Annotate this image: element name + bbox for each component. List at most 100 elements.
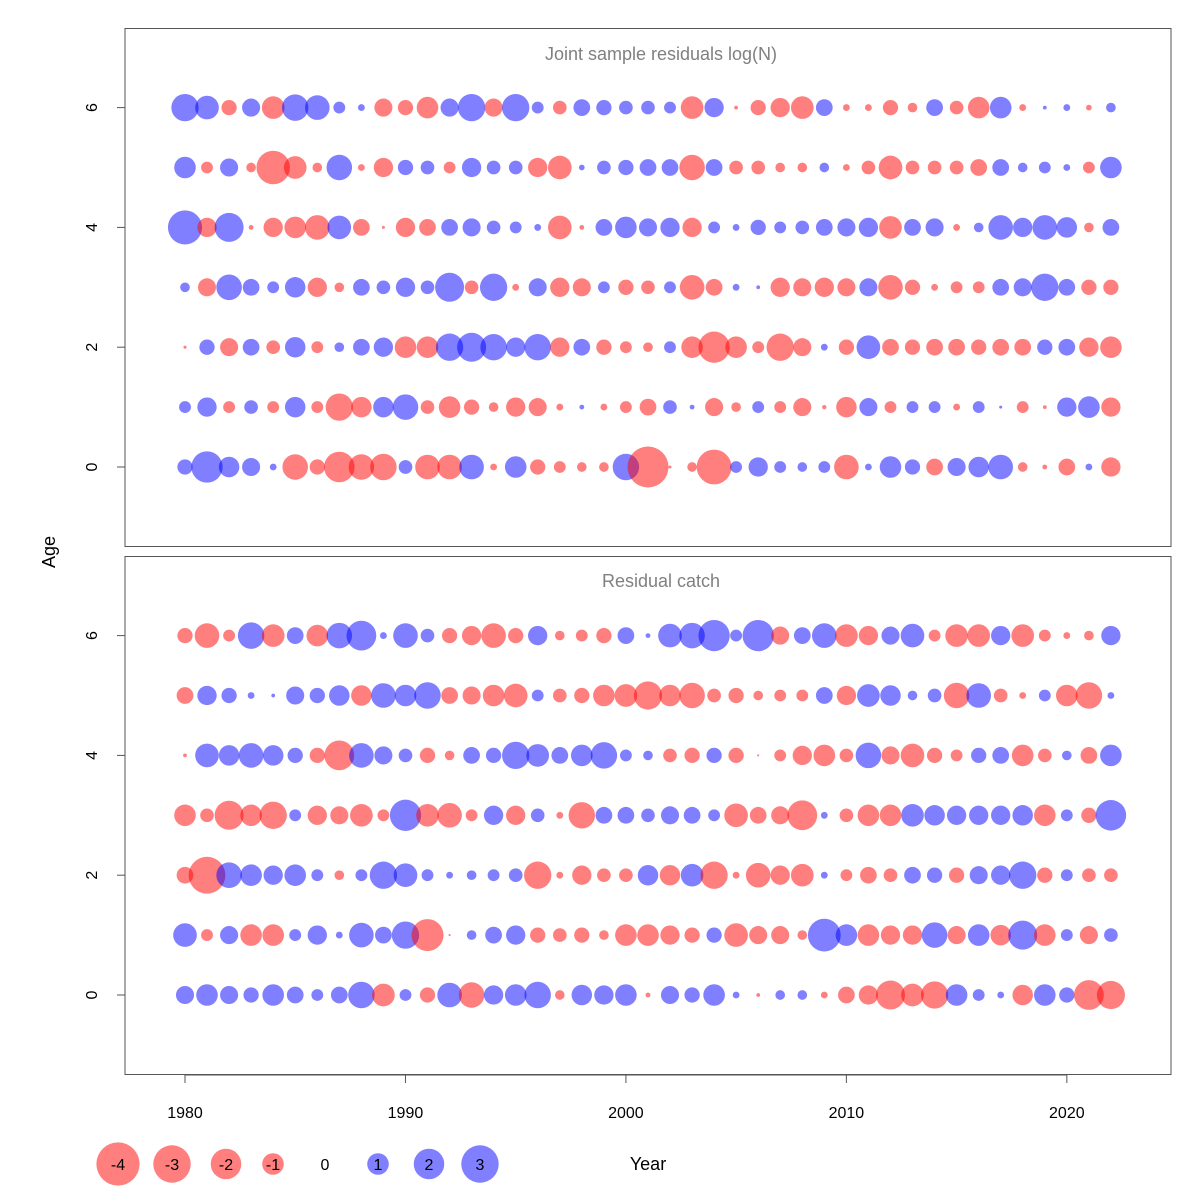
bubble-top-age2-1985 [284, 336, 306, 358]
bubble-top-age4-1981 [197, 217, 217, 238]
bubble-bottom-age6-1988 [346, 620, 377, 651]
bubble-top-age3-2017 [992, 278, 1010, 296]
bubble-top-age0-2001 [627, 446, 669, 488]
bubble-top-age0-2004 [696, 449, 732, 485]
bubble-top-age5-1992 [443, 161, 456, 174]
bubble-bottom-age6-1980 [177, 627, 193, 644]
bubble-top-age2-1997 [550, 337, 570, 357]
bubble-bottom-age3-2010 [839, 808, 854, 823]
bubble-bottom-age5-1997 [552, 688, 567, 703]
bubble-bottom-age4-1986 [309, 747, 325, 764]
bubble-bottom-age1-2016 [967, 924, 990, 946]
bubble-top-age0-1996 [530, 459, 546, 475]
bubble-bottom-age5-1999 [593, 684, 615, 707]
bubble-bottom-age0-1990 [399, 989, 412, 1001]
bubble-top-age2-1994 [480, 333, 507, 361]
bubble-bottom-age6-2002 [658, 623, 682, 648]
y-tick-label: 0 [84, 462, 101, 471]
bubble-bottom-age2-1999 [597, 868, 611, 883]
bubble-top-age0-1982 [218, 456, 240, 478]
bubble-top-age2-1991 [416, 336, 439, 359]
bubble-top-age1-1998 [579, 404, 585, 410]
bubble-bottom-age5-1981 [197, 685, 217, 706]
bubble-top-age1-1984 [267, 401, 280, 414]
bubble-bottom-age4-2010 [839, 748, 854, 763]
bubble-top-age0-2020 [1058, 458, 1076, 476]
bubble-top-age4-1986 [304, 215, 330, 240]
bubble-bottom-age0-2012 [876, 980, 905, 1010]
bubble-top-age6-1996 [531, 101, 544, 114]
bubble-bottom-age2-1988 [355, 869, 368, 882]
bubble-top-age4-2007 [774, 221, 787, 234]
bubble-bottom-age1-2014 [921, 922, 948, 948]
bubble-bottom-age2-2002 [659, 864, 681, 886]
bubble-bottom-age0-2014 [920, 981, 949, 1009]
bubble-bottom-age5-2006 [753, 690, 764, 701]
bubble-top-age0-1995 [504, 456, 527, 478]
bubble-top-age0-2012 [879, 456, 902, 478]
bubble-bottom-age4-2007 [774, 749, 787, 762]
bubble-top-age2-1990 [394, 336, 417, 359]
bubble-bottom-age5-2005 [728, 687, 744, 704]
bubble-bottom-age5-2002 [659, 684, 681, 707]
bubble-top-age0-1998 [576, 462, 587, 472]
bubble-top-age2-2000 [619, 341, 632, 354]
bubble-top-age4-1985 [284, 216, 307, 239]
bubble-top-age0-1980 [177, 459, 193, 475]
bubble-top-age1-2019 [1042, 405, 1047, 409]
bubble-top-age1-2009 [822, 404, 827, 410]
bubble-bottom-age3-1989 [377, 809, 390, 822]
bubble-top-age5-1993 [461, 157, 482, 178]
bubble-bottom-age0-1998 [571, 984, 593, 1006]
legend-bubble [262, 1153, 284, 1175]
bubble-bottom-age6-1996 [528, 625, 548, 646]
x-tick-label: 1980 [167, 1105, 203, 1122]
bubble-top-age4-1988 [353, 219, 370, 236]
bubble-bottom-age3-2020 [1060, 809, 1073, 822]
bubble-bottom-age4-2011 [855, 742, 882, 769]
bubble-bottom-age3-2002 [660, 806, 680, 825]
bubble-bottom-age3-2021 [1081, 807, 1097, 823]
bubble-top-age6-1993 [457, 93, 486, 122]
bubble-bottom-age1-2011 [857, 924, 880, 946]
bubble-bottom-age4-2012 [881, 746, 900, 765]
bubble-bottom-age6-2013 [900, 623, 925, 648]
bubble-top-age4-2001 [638, 218, 658, 237]
legend-label: -1 [266, 1157, 280, 1174]
bubble-bottom-age1-2001 [637, 924, 659, 946]
bubble-top-age1-1991 [420, 400, 435, 414]
bubble-bottom-age6-2014 [928, 629, 941, 642]
bubble-top-age4-1997 [547, 215, 572, 240]
bubble-top-age2-2021 [1079, 337, 1099, 357]
bubble-top-age1-2008 [793, 398, 812, 417]
bubble-bottom-age6-2019 [1038, 629, 1051, 642]
bubble-top-age1-2013 [906, 401, 919, 414]
bubble-bottom-age2-2014 [926, 867, 943, 883]
bubble-top-age4-1990 [395, 217, 416, 238]
bubble-bottom-age5-2008 [796, 689, 809, 702]
bubble-top-age3-1985 [284, 277, 306, 298]
bubble-bottom-age2-1993 [466, 870, 477, 881]
bubble-bottom-age6-2003 [679, 622, 705, 649]
bubble-top-age0-1994 [490, 463, 498, 471]
bubble-top-age3-2011 [859, 278, 878, 297]
bubble-top-age3-2022 [1103, 279, 1119, 295]
bubble-bottom-age6-1982 [223, 629, 236, 642]
bubble-top-age1-1985 [284, 396, 306, 418]
bubble-bottom-age2-2018 [1009, 861, 1037, 889]
bubble-bottom-age6-2001 [645, 633, 651, 639]
bubble-top-age5-2006 [751, 160, 766, 175]
bubble-bottom-age0-2004 [703, 984, 725, 1006]
bubble-bottom-age1-1994 [485, 926, 502, 944]
bubble-bottom-age0-2011 [858, 985, 879, 1005]
bubble-bottom-age0-1995 [504, 984, 527, 1006]
bubble-bottom-age3-2018 [1012, 805, 1033, 826]
bubble-bottom-age5-2019 [1038, 689, 1051, 702]
bubble-bottom-age5-2022 [1107, 692, 1115, 699]
bubble-top-age3-2012 [878, 274, 903, 300]
bubble-top-age6-1985 [281, 94, 309, 121]
bubble-bottom-age0-1988 [348, 981, 375, 1009]
bubble-bottom-age1-1995 [506, 925, 526, 945]
bubble-top-age0-2003 [687, 462, 697, 472]
bubble-top-age4-2004 [708, 221, 721, 234]
